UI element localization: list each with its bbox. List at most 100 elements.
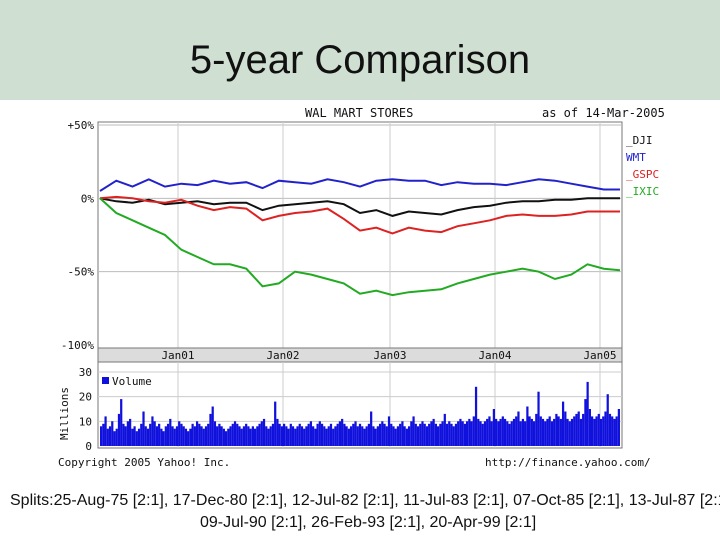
- volume-bar: [461, 421, 464, 446]
- volume-bar: [517, 411, 520, 446]
- volume-bars: [100, 381, 620, 446]
- volume-bar: [486, 418, 489, 446]
- volume-bar: [153, 421, 156, 446]
- volume-bar: [269, 426, 272, 446]
- volume-bar: [343, 423, 346, 446]
- volume-bar: [231, 423, 234, 446]
- volume-bar: [539, 416, 542, 446]
- volume-bar: [416, 426, 420, 446]
- volume-bar: [454, 423, 458, 446]
- volume-bar: [209, 413, 212, 446]
- volume-bar: [392, 426, 395, 446]
- volume-bar: [459, 418, 462, 446]
- volume-bar: [178, 421, 181, 446]
- legend-entry: _DJI: [626, 134, 653, 147]
- series-legend: _DJI WMT _GSPC _IXIC: [626, 134, 659, 198]
- volume-bar: [399, 423, 402, 446]
- x-tick-label: Jan02: [266, 349, 299, 362]
- slide-title: 5-year Comparison: [189, 38, 531, 82]
- volume-bar: [396, 426, 400, 446]
- volume-bar: [499, 418, 502, 446]
- series-line-ixic: [99, 197, 621, 297]
- volume-bar: [365, 426, 368, 446]
- volume-bar: [488, 416, 491, 446]
- volume-legend-label: Volume: [112, 375, 152, 388]
- volume-bar: [151, 416, 154, 446]
- volume-bar: [327, 426, 330, 446]
- volume-bar: [604, 411, 607, 446]
- volume-bar: [106, 428, 109, 446]
- volume-bar: [550, 421, 554, 446]
- volume-bar: [559, 418, 562, 446]
- volume-bar: [218, 423, 221, 446]
- volume-bar: [245, 423, 248, 446]
- volume-bar: [535, 413, 538, 446]
- volume-bar: [236, 423, 239, 446]
- volume-bar: [349, 426, 353, 446]
- volume-bar: [512, 418, 516, 446]
- volume-bar: [457, 421, 460, 446]
- volume-bar: [117, 413, 121, 446]
- volume-bar: [586, 381, 589, 446]
- volume-bar: [258, 423, 261, 446]
- volume-bar: [376, 426, 379, 446]
- splits-info: Splits:25-Aug-75 [2:1], 17-Dec-80 [2:1],…: [10, 490, 720, 534]
- volume-bar: [102, 423, 105, 446]
- volume-bar: [274, 401, 277, 446]
- volume-bar: [253, 428, 257, 446]
- volume-bar: [242, 426, 246, 446]
- volume-bar: [115, 428, 118, 446]
- volume-bar: [137, 428, 141, 446]
- volume-bar: [120, 399, 123, 446]
- volume-bar: [403, 426, 406, 446]
- volume-bar: [611, 416, 614, 446]
- legend-entry: _GSPC: [626, 168, 659, 181]
- volume-bar: [385, 426, 388, 446]
- volume-bar: [412, 416, 415, 446]
- volume-bar: [354, 421, 357, 446]
- slide-title-band: [0, 0, 720, 100]
- volume-bar: [383, 423, 386, 446]
- volume-bar: [381, 421, 384, 446]
- volume-bar: [276, 418, 279, 446]
- volume-bar: [249, 428, 252, 446]
- volume-bar: [437, 426, 440, 446]
- volume-bar: [425, 426, 429, 446]
- volume-bar: [510, 421, 513, 446]
- volume-bar: [519, 421, 522, 446]
- volume-bar: [582, 413, 585, 446]
- volume-bar: [142, 411, 145, 446]
- volume-bar: [617, 409, 620, 446]
- volume-bar: [155, 426, 159, 446]
- volume-bar: [347, 428, 350, 446]
- volume-bar: [597, 413, 600, 446]
- volume-bar: [573, 416, 576, 446]
- volume-bar: [405, 428, 408, 446]
- volume-bar: [595, 416, 598, 446]
- volume-bar: [191, 423, 194, 446]
- volume-bar: [207, 423, 210, 446]
- volume-bar: [260, 421, 263, 446]
- volume-bar: [131, 428, 134, 446]
- volume-bar: [445, 423, 449, 446]
- volume-bar: [318, 421, 321, 446]
- volume-bar: [548, 416, 551, 446]
- volume-bar: [224, 431, 228, 446]
- volume-bar: [450, 423, 453, 446]
- volume-bar: [160, 428, 163, 446]
- x-tick-label: Jan04: [478, 349, 511, 362]
- volume-bar: [202, 428, 205, 446]
- volume-bar: [477, 418, 480, 446]
- volume-bar: [370, 411, 373, 446]
- volume-bar: [530, 418, 533, 446]
- volume-bar: [298, 423, 301, 446]
- volume-bar: [334, 426, 337, 446]
- volume-bar: [104, 416, 107, 446]
- volume-bar: [508, 423, 511, 446]
- volume-bar: [158, 423, 161, 446]
- volume-bar: [541, 418, 545, 446]
- volume-bar: [481, 423, 484, 446]
- volume-bar: [312, 426, 315, 446]
- volume-bar: [345, 426, 348, 446]
- volume-bar: [291, 426, 295, 446]
